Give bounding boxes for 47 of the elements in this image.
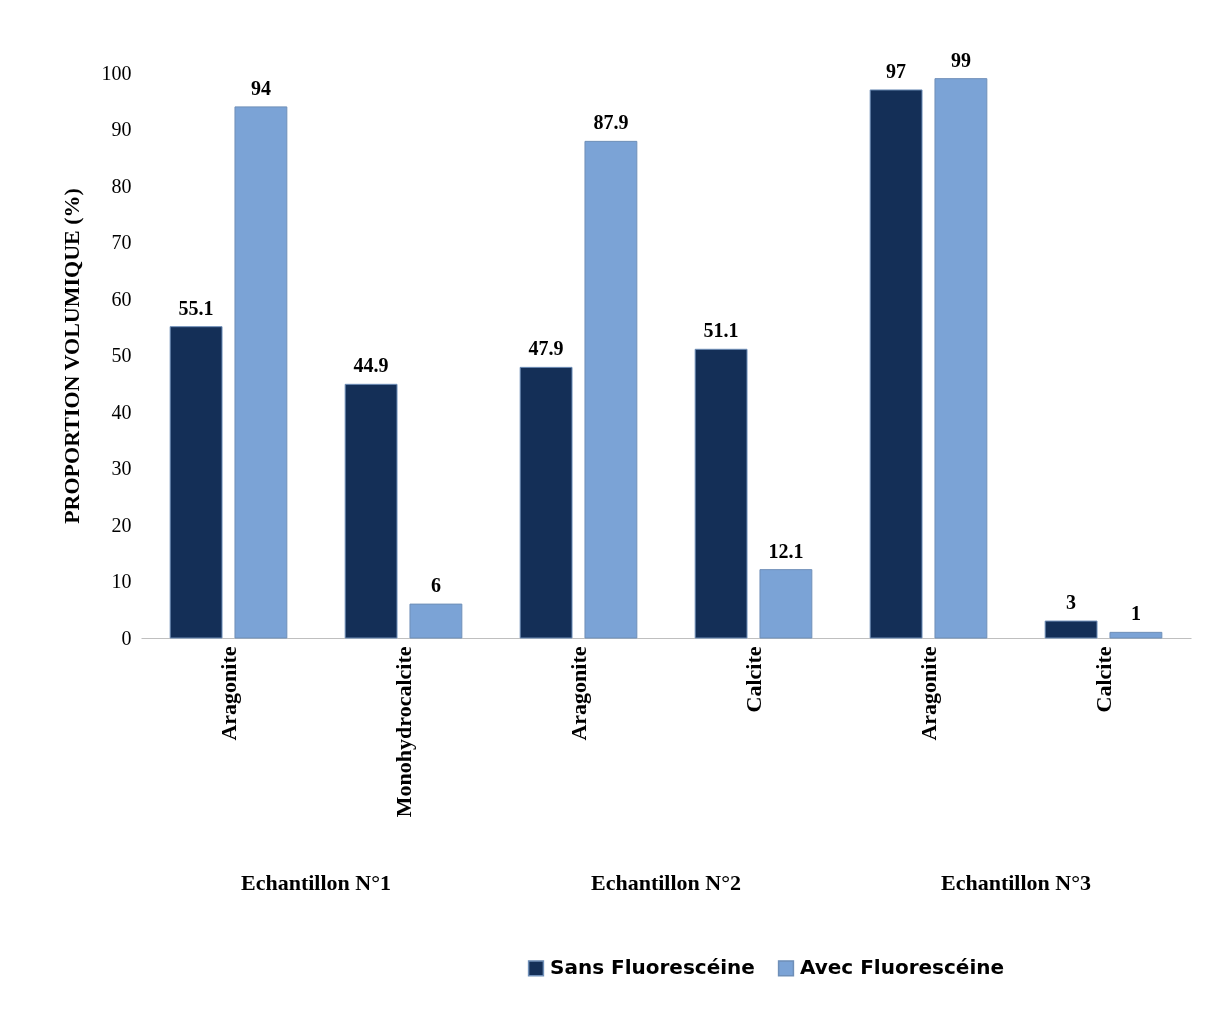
bar (169, 326, 223, 639)
text: Echantillon N°1 (241, 870, 391, 895)
x-tick-label: Calcite (1090, 646, 1116, 713)
data-label: 94 (250, 76, 271, 99)
x-tick-label: Aragonite (565, 646, 591, 741)
data-label: 55.1 (178, 296, 214, 319)
text: Echantillon N°3 (941, 870, 1091, 895)
text: Echantillon N°2 (591, 870, 741, 895)
data-label: 51.1 (703, 319, 739, 342)
bar (759, 569, 813, 639)
data-label: 87.9 (593, 111, 629, 134)
y-tick-label: 0 (121, 626, 132, 649)
x-tick-label: Aragonite (915, 646, 941, 741)
y-tick-label: 80 (111, 174, 132, 197)
data-label: 47.9 (528, 337, 564, 360)
data-label: 12.1 (768, 539, 804, 562)
legend-label: Avec Fluorescéine (800, 955, 1005, 980)
data-label: 99 (950, 48, 971, 71)
data-label: 1 (1130, 602, 1141, 625)
y-tick-label: 50 (111, 344, 132, 366)
x-tick-label: Monohydrocalcite (390, 646, 416, 818)
y-tick-label: 60 (111, 287, 132, 310)
y-axis-title: PROPORTION VOLUMIQUE (%) (58, 188, 84, 524)
bar (344, 383, 398, 639)
bar (934, 78, 988, 639)
y-tick-label: 90 (111, 118, 132, 140)
x-tick-label: Calcite (740, 646, 766, 713)
data-label: 3 (1066, 591, 1077, 614)
legend-label: Sans Fluorescéine (550, 955, 755, 980)
bar (409, 603, 463, 639)
bar (1044, 620, 1098, 639)
bar (694, 348, 748, 639)
y-tick-label: 10 (111, 570, 132, 592)
y-tick-label: 70 (111, 231, 132, 253)
x-tick-label: Aragonite (215, 646, 241, 741)
data-label: 44.9 (353, 354, 389, 377)
bar (519, 366, 573, 639)
bar (584, 140, 638, 639)
bar (234, 106, 288, 639)
bar (1109, 631, 1163, 639)
y-tick-label: 40 (111, 400, 132, 423)
bar (869, 89, 923, 639)
y-tick-label: 100 (101, 61, 132, 84)
data-label: 6 (430, 574, 441, 597)
data-label: 97 (886, 59, 907, 82)
y-tick-label: 30 (111, 457, 132, 479)
y-tick-label: 20 (111, 513, 132, 536)
